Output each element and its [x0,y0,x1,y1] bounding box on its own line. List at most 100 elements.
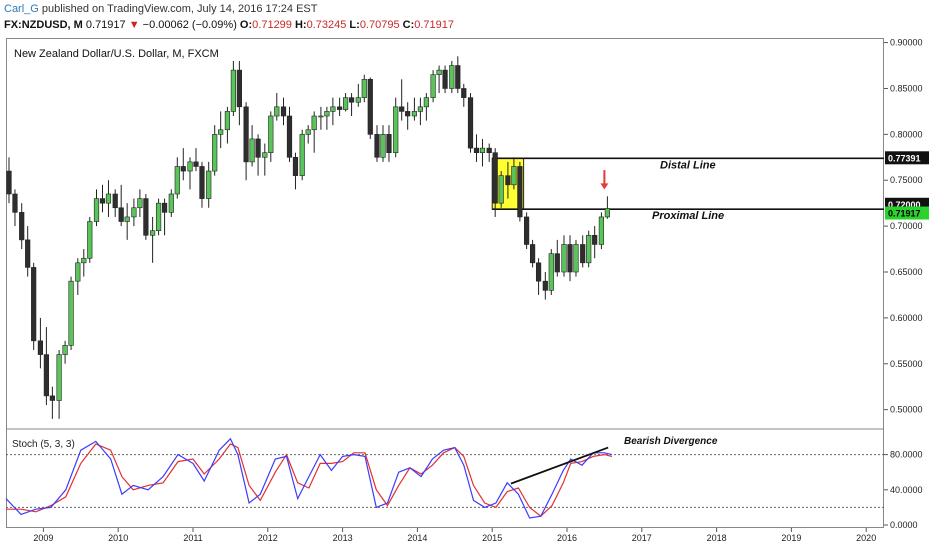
candle-body [57,355,62,401]
candle-body [431,75,436,98]
candle-body [188,162,193,171]
candle-body [506,176,511,185]
candle-body [94,199,99,222]
candle-body [499,176,504,204]
candle-body [200,166,205,198]
stoch-tick-label: 80.0000 [890,450,923,460]
candle-body [194,162,199,167]
candle-body [468,98,473,148]
candle-body [555,254,560,272]
stoch-label: Stoch (5, 3, 3) [12,439,75,450]
candle-body [437,70,442,75]
proximal-label: Proximal Line [652,210,724,222]
stoch-k-line [6,439,612,518]
candle-body [69,281,74,345]
candle-body [312,116,317,130]
y-tick-label: 0.50000 [890,405,923,415]
candle-body [76,263,81,281]
chart-title: New Zealand Dollar/U.S. Dollar, M, FXCM [14,48,219,60]
candle-body [132,208,137,217]
candle-body [368,79,373,134]
candle-body [237,70,242,107]
candle-body [574,244,579,272]
candle-body [263,153,268,158]
x-tick-label: 2018 [707,533,727,543]
y-tick-label: 0.70000 [890,221,923,231]
candle-body [580,244,585,262]
candle-body [362,79,367,97]
x-tick-label: 2019 [781,533,801,543]
candle-body [113,194,118,208]
x-tick-label: 2014 [407,533,427,543]
y-tick-label: 0.55000 [890,359,923,369]
candle-body [293,157,298,175]
candle-body [175,166,180,194]
candle-body [518,166,523,216]
candle-body [218,130,223,135]
candle-body [274,107,279,116]
candle-body [212,134,217,171]
candle-body [250,139,255,162]
x-tick-label: 2016 [557,533,577,543]
x-tick-label: 2020 [856,533,876,543]
candle-body [81,258,86,263]
y-tick-label: 0.80000 [890,129,923,139]
candle-body [7,171,12,194]
candle-body [225,111,230,129]
y-tick-label: 0.85000 [890,83,923,93]
candle-body [25,240,30,268]
candle-body [162,203,167,212]
y-tick-label: 0.75000 [890,175,923,185]
candle-body [13,194,18,212]
candle-body [424,98,429,107]
candle-body [44,355,49,396]
candle-body [343,98,348,110]
candle-body [543,281,548,290]
x-tick-label: 2017 [632,533,652,543]
candle-body [281,107,286,116]
candle-body [592,235,597,244]
candle-body [181,166,186,171]
candle-body [287,116,292,157]
down-arrow-head [600,183,608,189]
candle-body [393,107,398,153]
candle-body [599,217,604,245]
x-tick-label: 2011 [183,533,202,543]
candle-body [337,107,342,110]
candle-body [530,244,535,262]
candle-body [443,70,448,88]
candle-body [50,396,55,401]
candle-body [399,107,404,112]
candle-body [349,98,354,103]
candle-body [31,267,36,340]
candle-body [480,148,485,153]
candle-body [106,194,111,203]
candle-body [381,134,386,157]
x-tick-label: 2015 [482,533,502,543]
x-tick-label: 2010 [108,533,128,543]
candle-body [568,244,573,272]
candle-body [605,208,610,216]
candle-body [63,345,68,354]
candle-body [19,212,24,240]
candle-body [331,107,336,112]
candle-body [300,134,305,175]
candle-body [455,66,460,89]
candle-body [487,148,492,153]
candle-body [125,217,130,222]
candle-body [244,107,249,162]
y-tick-label: 0.65000 [890,267,923,277]
y-tick-label: 0.60000 [890,313,923,323]
candle-body [325,111,330,116]
candle-body [156,203,161,231]
candle-body [206,171,211,199]
candle-body [549,254,554,291]
divergence-label: Bearish Divergence [624,436,718,447]
candle-body [405,111,410,116]
candle-body [512,166,517,184]
candle-body [138,199,143,208]
candle-body [387,134,392,152]
candle-body [268,116,273,153]
stoch-tick-label: 40.0000 [890,485,923,495]
